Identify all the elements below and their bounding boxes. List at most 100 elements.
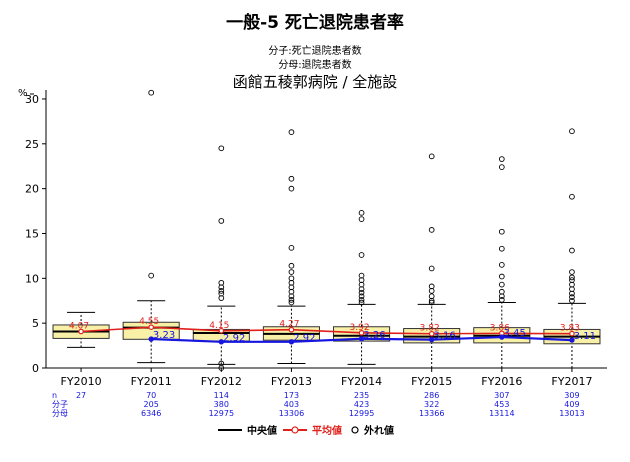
hospital-data-label: 3.26 xyxy=(363,330,385,341)
x-tick-label: FY2012 xyxy=(201,375,242,388)
outlier-point xyxy=(569,297,575,304)
count-row-label: 分母 xyxy=(52,409,68,418)
count-cell: 70 xyxy=(146,391,156,400)
count-cell: 13013 xyxy=(559,409,584,418)
outlier-point xyxy=(358,216,365,222)
count-cell: 286 xyxy=(424,391,439,400)
x-tick-label: FY2014 xyxy=(341,375,382,388)
outlier-point xyxy=(218,290,225,297)
outlier-point xyxy=(428,283,435,290)
hospital-point xyxy=(428,336,435,343)
outlier-point xyxy=(288,175,295,182)
outlier-point xyxy=(569,269,575,275)
hospital-point xyxy=(218,339,225,345)
outlier-point xyxy=(428,265,435,272)
mean-data-label: 3.86 xyxy=(490,323,510,333)
legend-outlier-label: 外れ値 xyxy=(363,424,394,437)
outlier-point xyxy=(148,272,155,279)
count-cell: 380 xyxy=(214,400,229,409)
count-cell: 13306 xyxy=(279,409,304,418)
outlier-point xyxy=(569,294,575,301)
outlier-point xyxy=(428,299,435,306)
mean-data-label: 3.83 xyxy=(560,324,580,334)
hospital-data-label: 3.23 xyxy=(153,330,175,341)
legend-outlier-marker xyxy=(351,426,359,434)
outlier-point xyxy=(288,185,295,192)
outlier-point xyxy=(288,299,295,306)
count-cell: 13114 xyxy=(489,409,514,418)
count-cell: 6346 xyxy=(141,409,161,418)
mean-point xyxy=(428,330,435,337)
count-cell: 423 xyxy=(354,400,369,409)
hospital-data-label: 3.45 xyxy=(504,328,526,339)
legend-mean-label: 平均値 xyxy=(312,424,342,437)
facility-title: 函館五稜郭病院 / 全施設 xyxy=(232,73,398,91)
outlier-point xyxy=(569,247,575,254)
hospital-data-label: 2.92 xyxy=(293,333,315,344)
count-cell: 173 xyxy=(284,391,299,400)
mean-point xyxy=(358,330,365,336)
outlier-point xyxy=(569,274,575,281)
count-cell: 12975 xyxy=(209,409,234,418)
mean-data-label: 3.92 xyxy=(350,323,370,333)
hospital-point xyxy=(288,339,295,345)
mean-data-label: 3.82 xyxy=(420,324,440,334)
count-cell: 13366 xyxy=(419,409,444,418)
count-row-label: n xyxy=(52,391,57,400)
denominator-description: 分母:退院患者数 xyxy=(278,60,352,71)
x-tick-label: FY2010 xyxy=(61,375,102,388)
outlier-point xyxy=(218,288,225,294)
mean-series-line xyxy=(81,326,572,335)
numerator-description: 分子:死亡退院患者数 xyxy=(268,46,362,57)
y-tick-label: 0 xyxy=(32,362,39,375)
hospital-data-label: 3.11 xyxy=(574,331,596,342)
outlier-point xyxy=(498,156,505,162)
outlier-point xyxy=(358,210,365,216)
x-tick-label: FY2015 xyxy=(411,375,452,388)
outlier-point xyxy=(498,245,505,252)
outlier-point xyxy=(218,145,225,152)
mean-data-label: 4.55 xyxy=(139,317,159,327)
outlier-point xyxy=(358,289,365,296)
x-tick-label: FY2016 xyxy=(481,375,522,388)
outlier-point xyxy=(498,164,505,170)
chart-title: 一般-5 死亡退院患者率 xyxy=(226,13,404,33)
mean-data-label: 4.15 xyxy=(209,321,229,331)
outlier-point xyxy=(288,129,295,135)
outlier-point xyxy=(288,269,295,275)
count-cell: 12995 xyxy=(349,409,374,418)
outlier-point xyxy=(358,293,365,300)
outlier-point xyxy=(498,273,505,280)
outlier-point xyxy=(358,296,365,303)
outlier-point xyxy=(288,296,295,303)
mean-data-label: 4.07 xyxy=(69,322,89,332)
outlier-point xyxy=(498,296,505,303)
hospital-point xyxy=(499,334,505,340)
outlier-point xyxy=(358,272,365,279)
count-cell: 403 xyxy=(284,400,299,409)
y-tick-label: 10 xyxy=(25,272,39,285)
outlier-point xyxy=(358,299,365,306)
hospital-point xyxy=(358,336,365,342)
outlier-point xyxy=(428,153,435,160)
mean-point xyxy=(288,326,295,333)
mean-point xyxy=(569,330,575,337)
outlier-point xyxy=(498,228,505,235)
outlier-point xyxy=(148,89,155,96)
mean-point xyxy=(148,324,154,330)
outlier-point xyxy=(288,262,295,269)
y-tick-label: 20 xyxy=(25,183,39,196)
x-tick-label: FY2017 xyxy=(551,375,592,388)
y-tick-label: 25 xyxy=(25,138,39,151)
hospital-data-label: 2.92 xyxy=(223,333,245,344)
count-cell: 205 xyxy=(144,400,159,409)
count-cell: 235 xyxy=(354,391,369,400)
count-cell: 307 xyxy=(494,391,509,400)
legend-median-label: 中央値 xyxy=(247,424,277,437)
outlier-point xyxy=(569,277,575,283)
legend-mean-marker xyxy=(291,426,299,434)
count-row-label: 分子 xyxy=(52,400,68,409)
outlier-point xyxy=(218,279,225,286)
hospital-point xyxy=(148,336,154,342)
